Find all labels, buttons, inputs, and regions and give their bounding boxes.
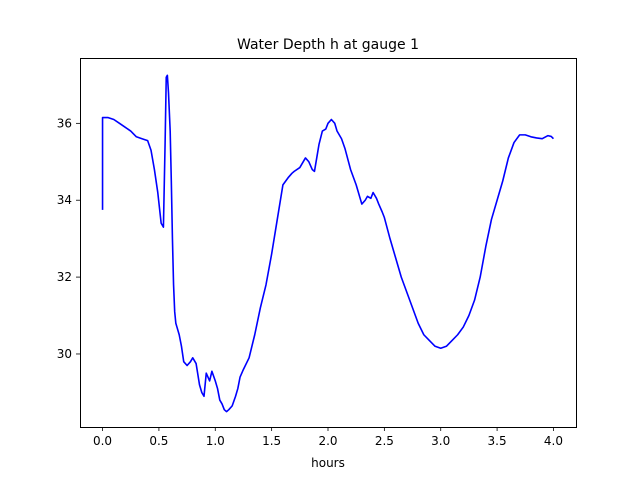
y-tick-label: 30 [57,347,72,361]
x-tick-label: 1.5 [262,434,281,448]
y-tick-label: 36 [57,116,72,130]
series-line-0 [101,74,555,413]
ticks-layer: 0.0 0.5 1.0 1.5 2.0 2.5 3.0 3.5 4.0 30 32 34 36 [57,116,563,448]
x-tick-label: 0.0 [93,434,112,448]
plot-area-frame [80,58,577,428]
x-tick-label: 3.0 [431,434,450,448]
x-tick-label: 2.0 [318,434,337,448]
x-tick-label: 3.5 [488,434,507,448]
x-tick-label: 4.0 [544,434,563,448]
x-axis-label: hours [311,456,345,470]
x-tick-label: 0.5 [149,434,168,448]
x-tick-label: 1.0 [206,434,225,448]
y-tick-label: 34 [57,193,72,207]
series-layer [101,74,555,413]
x-tick-label: 2.5 [375,434,394,448]
y-tick-label: 32 [57,270,72,284]
chart-title: Water Depth h at gauge 1 [237,37,419,53]
